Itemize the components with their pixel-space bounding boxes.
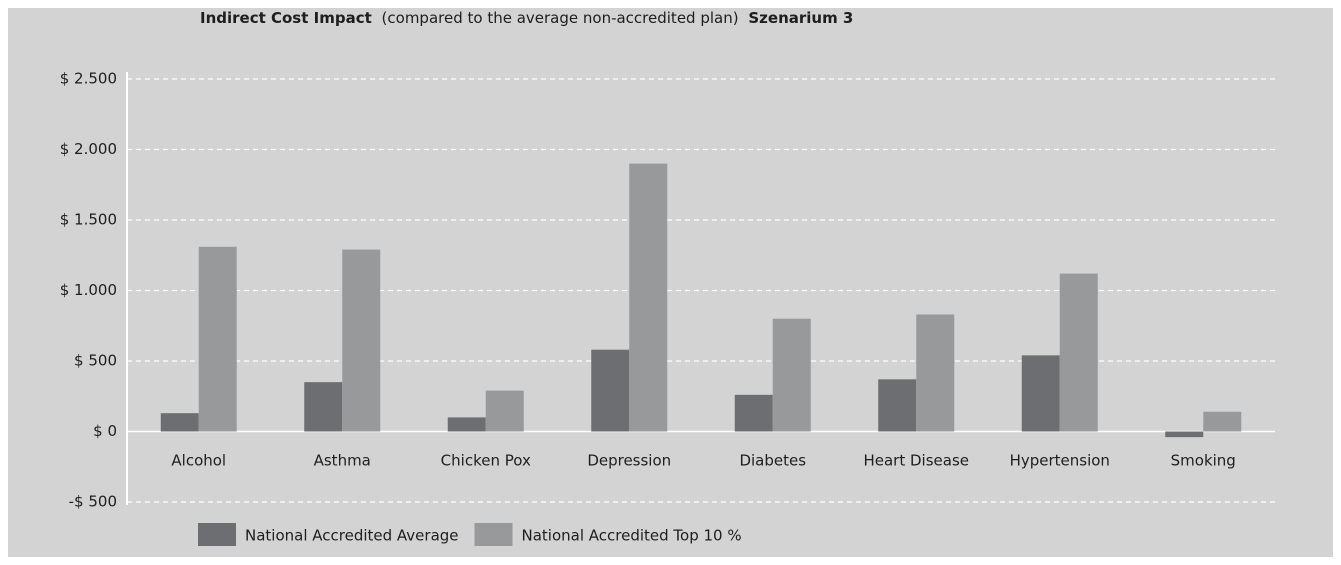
x-tick-label: Heart Disease [863,452,969,470]
legend-swatch [198,523,236,546]
y-tick-label: $ 0 [93,422,117,440]
bar [485,390,524,432]
title-suffix: Szenarium 3 [748,9,853,27]
x-tick-label: Depression [587,452,671,470]
bar [304,382,343,432]
x-tick-label: Alcohol [171,452,226,470]
bar [1059,273,1098,432]
y-tick-label: $ 2.500 [60,70,117,88]
bar [772,318,811,432]
bar [198,246,237,432]
bar [160,413,199,432]
bar [342,249,381,432]
y-tick-label: $ 500 [74,352,117,370]
bar [591,349,630,432]
x-tick-label: Chicken Pox [441,452,531,470]
title-text: (compared to the average non-accredited … [382,9,739,27]
bar [916,314,955,432]
legend-label: National Accredited Average [245,527,459,545]
bar [447,417,486,432]
x-tick-label: Hypertension [1010,452,1110,470]
bar [878,379,917,432]
legend-swatch [474,523,513,546]
y-tick-label: $ 1.000 [60,281,117,299]
bar [629,163,668,432]
x-tick-label: Diabetes [739,452,806,470]
title-bold: Indirect Cost Impact [200,9,372,27]
x-tick-label: Asthma [314,452,371,470]
bar [1203,411,1242,432]
y-tick-label: $ 1.500 [60,211,117,229]
bar [1165,431,1204,438]
bar [1021,355,1060,432]
y-tick-label: $ 2.000 [60,140,117,158]
legend-label: National Accredited Top 10 % [522,527,742,545]
bar [734,394,773,432]
y-tick-label: -$ 500 [69,493,117,511]
x-tick-label: Smoking [1171,452,1236,470]
chart-title: Indirect Cost Impact (compared to the av… [200,9,853,27]
